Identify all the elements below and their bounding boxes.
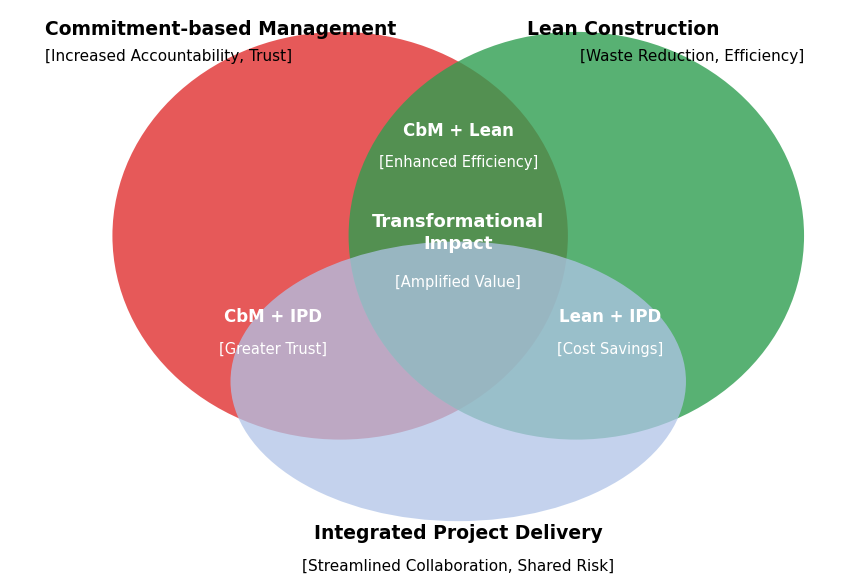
Text: Integrated Project Delivery: Integrated Project Delivery — [314, 524, 603, 543]
Text: Lean Construction: Lean Construction — [527, 20, 720, 39]
Text: [Streamlined Collaboration, Shared Risk]: [Streamlined Collaboration, Shared Risk] — [302, 559, 615, 574]
Text: [Waste Reduction, Efficiency]: [Waste Reduction, Efficiency] — [580, 49, 804, 64]
Text: [Amplified Value]: [Amplified Value] — [396, 275, 521, 290]
Text: Commitment-based Management: Commitment-based Management — [45, 20, 396, 39]
Text: Lean + IPD: Lean + IPD — [559, 308, 661, 326]
Text: CbM + IPD: CbM + IPD — [223, 308, 322, 326]
Text: [Increased Accountability, Trust]: [Increased Accountability, Trust] — [45, 49, 292, 64]
Text: Transformational
Impact: Transformational Impact — [372, 213, 544, 253]
Text: CbM + Lean: CbM + Lean — [402, 122, 514, 140]
Ellipse shape — [231, 242, 686, 521]
Ellipse shape — [349, 32, 804, 440]
Ellipse shape — [112, 32, 568, 440]
Text: [Greater Trust]: [Greater Trust] — [219, 342, 327, 357]
Text: [Cost Savings]: [Cost Savings] — [557, 342, 663, 357]
Text: [Enhanced Efficiency]: [Enhanced Efficiency] — [379, 155, 538, 171]
